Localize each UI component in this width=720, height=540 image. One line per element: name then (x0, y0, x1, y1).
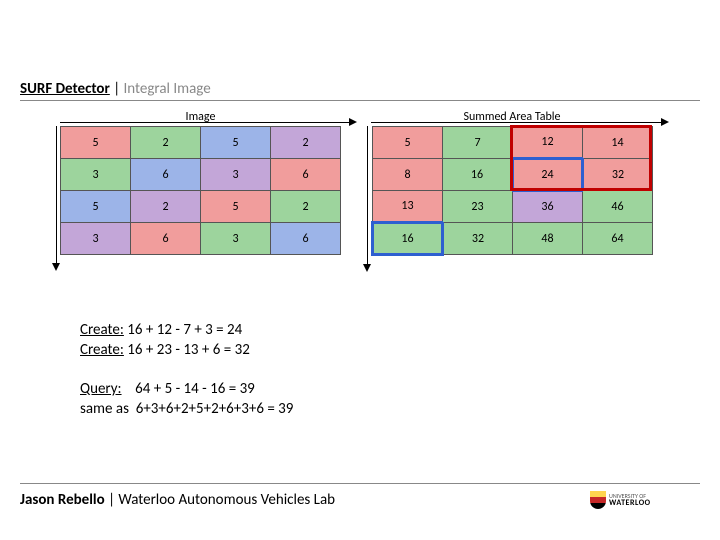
y-axis-arrow-icon (362, 126, 372, 256)
tables-area: Image 5252363652523636 Summed Area Table… (60, 110, 690, 256)
x-axis-arrow-icon (371, 117, 653, 127)
table-cell: 5 (61, 127, 131, 159)
table-cell: 5 (373, 127, 443, 159)
table-cell: 3 (61, 159, 131, 191)
table-cell: 2 (271, 127, 341, 159)
table-cell: 3 (201, 223, 271, 255)
create-eq-1: Create: 16 + 12 - 7 + 3 = 24 (80, 320, 293, 340)
y-axis-arrow-icon (51, 126, 61, 255)
table-cell: 16 (373, 223, 443, 255)
table-cell: 48 (513, 223, 583, 255)
slide-header: SURF Detector | Integral Image (20, 80, 700, 101)
image-table: 5252363652523636 (60, 126, 341, 255)
summed-table-wrap: Summed Area Table 5712148162432132336461… (371, 110, 653, 256)
table-cell: 5 (61, 191, 131, 223)
table-cell: 3 (61, 223, 131, 255)
table-cell: 5 (201, 191, 271, 223)
header-sep: | (110, 80, 124, 98)
table-cell: 2 (131, 191, 201, 223)
table-cell: 64 (583, 223, 653, 255)
query-eq-2: same as 6+3+6+2+5+2+6+3+6 = 39 (80, 399, 293, 419)
summed-table-container: 57121481624321323364616324864 (371, 126, 653, 256)
x-axis-arrow-icon (60, 117, 341, 127)
create-eq-2: Create: 16 + 23 - 13 + 6 = 32 (80, 340, 293, 360)
slide-footer: Jason Rebello | Waterloo Autonomous Vehi… (20, 483, 700, 510)
header-title-bold: SURF Detector (20, 80, 110, 98)
footer-author: Jason Rebello (20, 491, 105, 509)
table-cell: 8 (373, 159, 443, 191)
footer-lab: Waterloo Autonomous Vehicles Lab (118, 491, 335, 509)
waterloo-logo: UNIVERSITY OF WATERLOO (590, 490, 700, 510)
table-cell: 5 (201, 127, 271, 159)
table-cell: 36 (513, 191, 583, 223)
query-eq-1: Query: 64 + 5 - 14 - 16 = 39 (80, 379, 293, 399)
table-cell: 46 (583, 191, 653, 223)
table-cell: 6 (271, 223, 341, 255)
image-table-container: 5252363652523636 (60, 126, 341, 255)
logo-text: UNIVERSITY OF WATERLOO (609, 493, 651, 507)
table-cell: 3 (201, 159, 271, 191)
footer-text: Jason Rebello | Waterloo Autonomous Vehi… (20, 491, 335, 509)
table-cell: 2 (131, 127, 201, 159)
equations-block: Create: 16 + 12 - 7 + 3 = 24 Create: 16 … (80, 320, 293, 419)
table-cell: 13 (373, 191, 443, 223)
table-cell: 32 (443, 223, 513, 255)
footer-sep: | (105, 491, 119, 509)
table-cell: 16 (443, 159, 513, 191)
table-cell: 6 (271, 159, 341, 191)
table-cell: 23 (443, 191, 513, 223)
table-cell: 14 (583, 127, 653, 159)
table-cell: 7 (443, 127, 513, 159)
table-cell: 24 (513, 159, 583, 191)
image-table-wrap: Image 5252363652523636 (60, 110, 341, 256)
table-cell: 6 (131, 159, 201, 191)
header-title-light: Integral Image (124, 80, 211, 98)
table-cell: 32 (583, 159, 653, 191)
table-cell: 2 (271, 191, 341, 223)
table-cell: 12 (513, 127, 583, 159)
summed-table: 57121481624321323364616324864 (371, 126, 653, 256)
shield-icon (590, 491, 606, 509)
table-cell: 6 (131, 223, 201, 255)
